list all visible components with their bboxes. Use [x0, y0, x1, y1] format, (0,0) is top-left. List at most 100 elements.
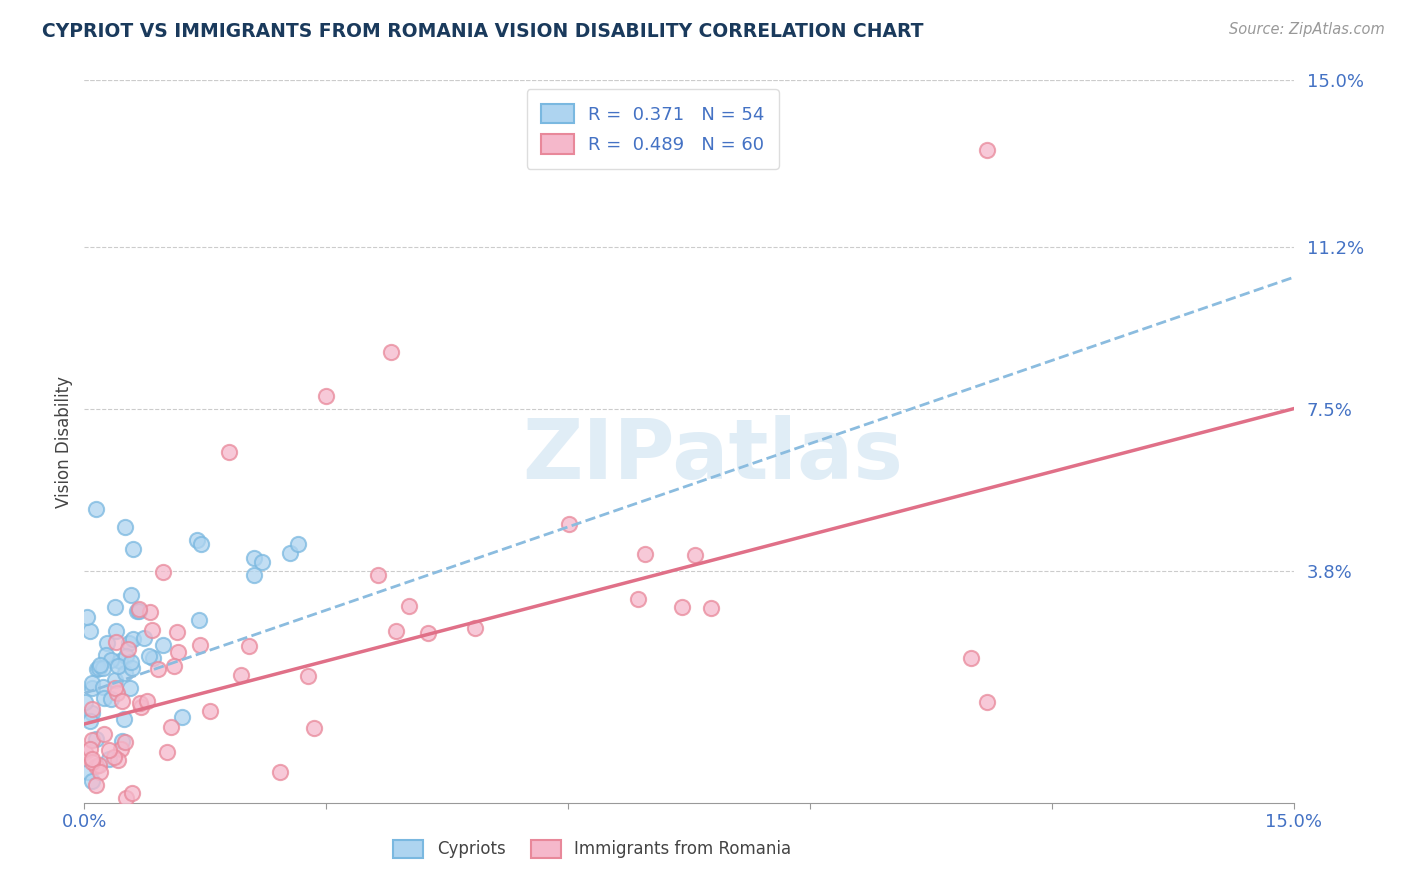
Point	[238, 639, 260, 653]
Point	[198, 704, 221, 718]
Point	[87, 757, 110, 772]
Point	[82, 752, 104, 766]
Point	[76, 610, 98, 624]
Point	[121, 661, 143, 675]
Point	[186, 533, 208, 547]
Point	[156, 745, 179, 759]
Point	[218, 445, 240, 459]
Point	[114, 735, 136, 749]
Point	[129, 700, 152, 714]
Point	[87, 661, 110, 675]
Text: CYPRIOT VS IMMIGRANTS FROM ROMANIA VISION DISABILITY CORRELATION CHART: CYPRIOT VS IMMIGRANTS FROM ROMANIA VISIO…	[42, 22, 924, 41]
Point	[105, 686, 128, 700]
Point	[86, 662, 108, 676]
Point	[86, 502, 108, 516]
Point	[96, 648, 118, 663]
Point	[302, 721, 325, 735]
Point	[278, 546, 301, 560]
Point	[79, 742, 101, 756]
Point	[700, 601, 723, 615]
Point	[100, 692, 122, 706]
Point	[367, 567, 389, 582]
Point	[385, 624, 408, 639]
Point	[190, 537, 212, 551]
Point	[79, 714, 101, 728]
Point	[416, 626, 439, 640]
Text: Source: ZipAtlas.com: Source: ZipAtlas.com	[1229, 22, 1385, 37]
Point	[187, 613, 209, 627]
Point	[960, 651, 983, 665]
Point	[976, 144, 998, 158]
Point	[129, 696, 152, 710]
Point	[166, 624, 188, 639]
Point	[250, 555, 273, 569]
Point	[80, 706, 103, 720]
Point	[104, 599, 127, 614]
Point	[121, 541, 143, 556]
Point	[104, 673, 127, 687]
Point	[86, 778, 108, 792]
Point	[117, 641, 139, 656]
Point	[160, 720, 183, 734]
Point	[112, 712, 135, 726]
Point	[93, 691, 115, 706]
Point	[269, 764, 291, 779]
Point	[152, 639, 174, 653]
Point	[82, 676, 104, 690]
Point	[229, 668, 252, 682]
Point	[108, 654, 131, 668]
Point	[976, 695, 998, 709]
Point	[110, 742, 132, 756]
Point	[80, 702, 103, 716]
Point	[103, 749, 125, 764]
Point	[634, 548, 657, 562]
Point	[132, 631, 155, 645]
Point	[107, 753, 129, 767]
Point	[97, 752, 120, 766]
Y-axis label: Vision Disability: Vision Disability	[55, 376, 73, 508]
Point	[380, 344, 402, 359]
Point	[128, 604, 150, 618]
Point	[671, 599, 693, 614]
Point	[115, 648, 138, 663]
Text: ZIPatlas: ZIPatlas	[523, 416, 904, 497]
Point	[242, 568, 264, 582]
Point	[82, 755, 104, 769]
Point	[111, 693, 134, 707]
Point	[73, 695, 96, 709]
Point	[166, 645, 188, 659]
Point	[96, 636, 118, 650]
Point	[114, 665, 136, 680]
Point	[139, 605, 162, 619]
Point	[82, 773, 104, 788]
Point	[100, 652, 122, 666]
Point	[77, 765, 100, 780]
Point	[93, 727, 115, 741]
Point	[146, 662, 169, 676]
Point	[398, 599, 420, 613]
Point	[82, 733, 104, 747]
Point	[315, 388, 337, 402]
Point	[104, 681, 127, 695]
Point	[120, 588, 142, 602]
Point	[110, 734, 132, 748]
Point	[122, 632, 145, 647]
Legend: Cypriots, Immigrants from Romania: Cypriots, Immigrants from Romania	[385, 831, 800, 867]
Point	[79, 624, 101, 638]
Point	[141, 623, 163, 637]
Point	[120, 681, 142, 695]
Point	[297, 669, 319, 683]
Point	[114, 520, 136, 534]
Point	[91, 660, 114, 674]
Point	[125, 604, 148, 618]
Point	[152, 566, 174, 580]
Point	[86, 758, 108, 772]
Point	[464, 621, 486, 635]
Point	[683, 548, 706, 562]
Point	[97, 743, 120, 757]
Point	[75, 745, 97, 759]
Point	[135, 694, 157, 708]
Point	[287, 537, 309, 551]
Point	[242, 550, 264, 565]
Point	[188, 638, 211, 652]
